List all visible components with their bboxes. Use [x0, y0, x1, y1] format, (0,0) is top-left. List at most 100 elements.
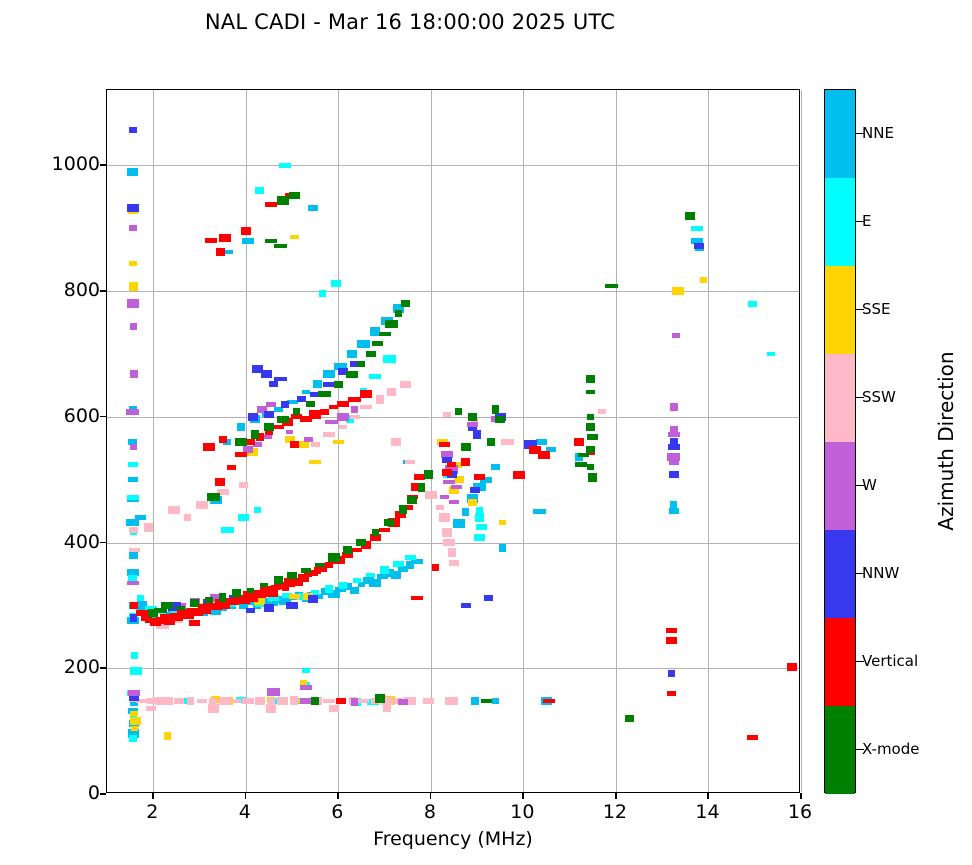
data-point-ssw	[267, 698, 275, 704]
data-point-e	[129, 735, 137, 743]
data-point-vertical	[204, 238, 218, 244]
data-point-w	[672, 332, 680, 338]
data-point-x-mode	[318, 391, 331, 398]
data-point-nne	[335, 586, 347, 592]
data-point-vertical	[746, 734, 759, 741]
data-point-e	[136, 594, 144, 601]
data-point-e	[301, 668, 311, 674]
data-point-ssw	[359, 404, 373, 409]
data-point-nnw	[129, 127, 138, 134]
data-point-nne	[480, 476, 493, 483]
data-point-nne	[498, 543, 507, 552]
data-point-vertical	[473, 474, 486, 481]
data-point-nnw	[167, 602, 181, 611]
data-point-nne	[238, 604, 249, 609]
data-point-x-mode	[587, 434, 599, 440]
data-point-ssw	[186, 697, 194, 705]
data-point-e	[325, 584, 333, 594]
data-point-w	[129, 444, 138, 450]
data-point-x-mode	[577, 452, 590, 457]
data-point-sse	[129, 711, 138, 716]
data-point-e	[474, 513, 485, 522]
data-point-nnw	[468, 427, 477, 432]
data-point-vertical	[309, 409, 321, 419]
data-point-x-mode	[346, 370, 359, 378]
data-point-x-mode	[384, 518, 395, 527]
data-point-vertical	[284, 578, 296, 588]
data-point-nne	[273, 407, 283, 412]
data-point-vertical	[135, 609, 148, 617]
colorbar-label-e: E	[862, 212, 872, 230]
data-point-x-mode	[487, 437, 495, 447]
data-point-vertical	[665, 637, 678, 644]
data-point-nnw	[484, 594, 493, 601]
data-point-sse	[309, 459, 322, 465]
data-point-vertical	[291, 414, 303, 420]
data-point-vertical	[290, 441, 299, 448]
data-point-ssw	[323, 431, 335, 437]
data-point-ssw	[422, 698, 435, 704]
data-point-vertical	[215, 248, 226, 257]
x-tick-mark	[800, 793, 802, 799]
data-point-sse	[453, 476, 464, 484]
x-tick-label: 6	[331, 801, 344, 823]
colorbar-segment-vertical	[825, 618, 855, 706]
data-point-vertical	[189, 619, 201, 627]
data-point-nnw	[460, 602, 471, 608]
data-point-w	[242, 445, 254, 454]
data-point-nne	[127, 438, 138, 446]
data-point-ssw	[156, 622, 169, 629]
data-point-x-mode	[575, 461, 587, 468]
y-tick-mark	[100, 415, 106, 418]
data-point-nne	[411, 558, 423, 565]
data-point-nne	[471, 697, 479, 705]
data-point-nne	[126, 518, 139, 527]
data-point-e	[382, 355, 396, 363]
data-point-nne	[384, 568, 394, 577]
data-point-sse	[128, 281, 138, 291]
data-point-e	[279, 163, 291, 168]
data-point-vertical	[325, 562, 333, 568]
data-point-x-mode	[264, 423, 274, 431]
data-point-nnw	[263, 411, 274, 418]
colorbar-segment-w	[825, 442, 855, 530]
data-point-x-mode	[605, 283, 618, 289]
data-point-x-mode	[394, 310, 403, 318]
data-point-nne	[574, 453, 584, 461]
data-point-vertical	[538, 450, 550, 459]
data-point-ssw	[349, 414, 360, 420]
data-point-e	[352, 577, 361, 583]
data-point-ssw	[598, 409, 606, 415]
data-point-ssw	[241, 697, 255, 705]
data-point-w	[336, 413, 350, 421]
data-point-x-mode	[468, 412, 477, 421]
data-point-x-mode	[235, 437, 248, 447]
data-point-vertical	[174, 615, 184, 621]
data-point-ssw	[445, 696, 458, 706]
data-point-nne	[393, 304, 404, 314]
data-point-vertical	[181, 611, 195, 620]
data-point-w	[126, 580, 140, 585]
data-point-nne	[461, 508, 470, 517]
data-point-nne	[128, 729, 139, 738]
data-point-w	[129, 225, 137, 232]
gridline-vertical	[708, 90, 710, 792]
data-point-e	[379, 566, 390, 575]
data-point-nne	[350, 586, 359, 594]
data-point-ssw	[424, 490, 437, 499]
data-point-nne	[129, 551, 138, 559]
y-tick-mark	[100, 793, 106, 795]
data-point-w	[669, 426, 678, 433]
data-point-nnw	[322, 381, 336, 387]
data-point-vertical	[351, 547, 363, 553]
colorbar-label-x-mode: X-mode	[862, 740, 920, 758]
data-point-vertical	[149, 620, 162, 626]
data-point-x-mode	[356, 538, 367, 547]
colorbar-segment-nnw	[825, 530, 855, 618]
data-point-e	[747, 300, 758, 307]
colorbar-label-vertical: Vertical	[862, 652, 919, 670]
colorbar-segment-e	[825, 178, 855, 266]
data-point-vertical	[379, 527, 391, 533]
data-point-vertical	[237, 597, 250, 604]
data-point-ssw	[216, 489, 229, 496]
